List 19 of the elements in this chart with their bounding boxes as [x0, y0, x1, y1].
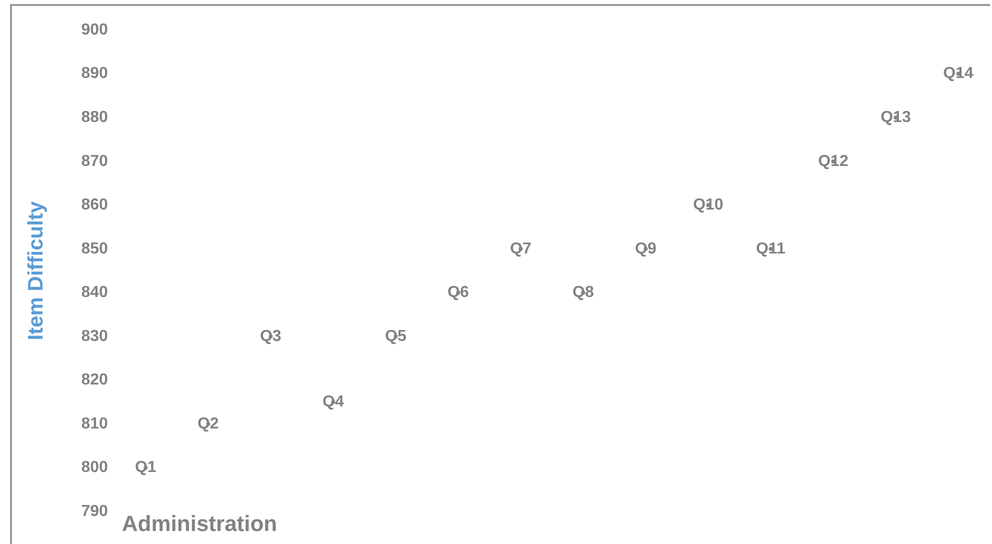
y-tick-label: 860: [81, 196, 108, 214]
x-tick-label: Q10: [693, 196, 724, 214]
y-tick-label: 870: [81, 152, 108, 170]
y-tick-label: 800: [81, 459, 108, 476]
y-tick-label: 900: [81, 21, 108, 38]
x-tick-label: Q13: [880, 108, 911, 126]
y-tick-label: 850: [81, 240, 108, 258]
y-tick-label: 880: [81, 108, 108, 126]
x-axis-title: Administration: [122, 510, 278, 536]
x-tick-label: Q12: [818, 152, 848, 170]
x-tick-label: Q11: [756, 240, 786, 258]
y-tick-label: 830: [81, 328, 108, 345]
y-tick-label: 840: [81, 284, 108, 302]
y-axis-title: Item Difficulty: [24, 201, 48, 340]
x-tick-label: Q14: [943, 65, 974, 82]
y-tick-label: 790: [81, 503, 108, 520]
y-tick-label: 820: [81, 372, 108, 389]
y-tick-label: 810: [81, 415, 108, 432]
y-tick-label: 890: [81, 65, 108, 82]
